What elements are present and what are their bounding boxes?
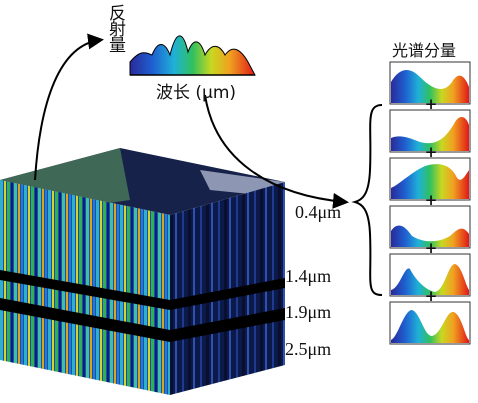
plus-sign: + xyxy=(424,95,438,113)
component xyxy=(389,109,471,153)
wavelength-label: 1.4μm xyxy=(285,266,332,286)
absorption-band xyxy=(0,298,285,342)
arrow xyxy=(204,94,349,209)
absorption-band xyxy=(0,270,285,310)
plus-sign: + xyxy=(424,191,438,209)
brace xyxy=(351,104,383,296)
component xyxy=(389,205,471,249)
wavelength-label: 0.4μm xyxy=(295,202,342,222)
component xyxy=(389,253,471,297)
plus-sign: + xyxy=(424,143,438,161)
wavelength-label: 2.5μm xyxy=(285,339,332,359)
component xyxy=(389,61,471,105)
spectrum xyxy=(129,35,256,76)
components-title: 光谱分量 xyxy=(392,41,457,60)
arrow xyxy=(34,33,104,181)
cube-side xyxy=(170,182,285,395)
plus-sign: + xyxy=(424,287,438,305)
plus-sign: + xyxy=(424,239,438,257)
component xyxy=(389,301,471,345)
axis-label-horizontal: 波长 (μm) xyxy=(156,83,237,103)
component xyxy=(389,157,471,201)
wavelength-label: 1.9μm xyxy=(285,302,332,322)
data-cube xyxy=(0,148,285,395)
axis-label-vertical: 反射量 xyxy=(105,4,125,52)
